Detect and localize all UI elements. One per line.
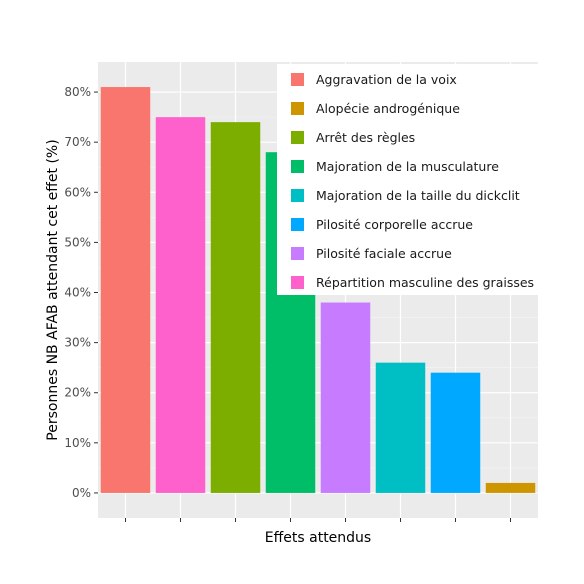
bar-7: [430, 372, 481, 493]
legend-label-1: Aggravation de la voix: [316, 72, 457, 87]
legend-label-2: Alopécie androgénique: [316, 101, 460, 116]
y-tick-label: 50%: [64, 235, 91, 249]
y-axis: 0% 10% 20% 30% 40% 50% 60% 70% 80%: [64, 85, 98, 500]
bars: [100, 87, 536, 493]
x-axis-title: Effets attendus: [265, 530, 371, 546]
legend-key-4: [291, 160, 304, 173]
bar-1: [100, 87, 151, 493]
legend-label-4: Majoration de la musculature: [316, 159, 499, 174]
legend-key-3: [291, 131, 304, 144]
bar-5: [320, 302, 371, 493]
legend-key-5: [291, 189, 304, 202]
legend-label-6: Pilosité corporelle accrue: [316, 217, 473, 232]
y-tick-label: 70%: [64, 135, 91, 149]
legend-label-7: Pilosité faciale accrue: [316, 246, 452, 261]
y-tick-label: 30%: [64, 336, 91, 350]
y-tick-label: 20%: [64, 386, 91, 400]
y-axis-title: Personnes NB AFAB attendant cet effet (%…: [45, 139, 61, 440]
bar-8: [485, 482, 536, 493]
legend-background: [277, 64, 538, 295]
legend-key-8: [291, 276, 304, 289]
legend-key-7: [291, 247, 304, 260]
y-tick-label: 40%: [64, 286, 91, 300]
legend-label-8: Répartition masculine des graisses: [316, 275, 534, 290]
legend-label-5: Majoration de la taille du dickclit: [316, 188, 520, 203]
legend-label-3: Arrêt des règles: [316, 130, 415, 145]
y-tick-label: 60%: [64, 185, 91, 199]
y-tick-label: 0%: [72, 486, 91, 500]
y-tick-label: 80%: [64, 85, 91, 99]
y-tick-label: 10%: [64, 436, 91, 450]
legend-key-2: [291, 102, 304, 115]
legend-key-1: [291, 73, 304, 86]
bar-2: [155, 117, 206, 493]
bar-6: [375, 362, 426, 493]
legend-key-6: [291, 218, 304, 231]
x-axis: [125, 518, 511, 522]
bar-3: [210, 122, 261, 493]
legend: Aggravation de la voix Alopécie androgéni…: [277, 64, 538, 295]
